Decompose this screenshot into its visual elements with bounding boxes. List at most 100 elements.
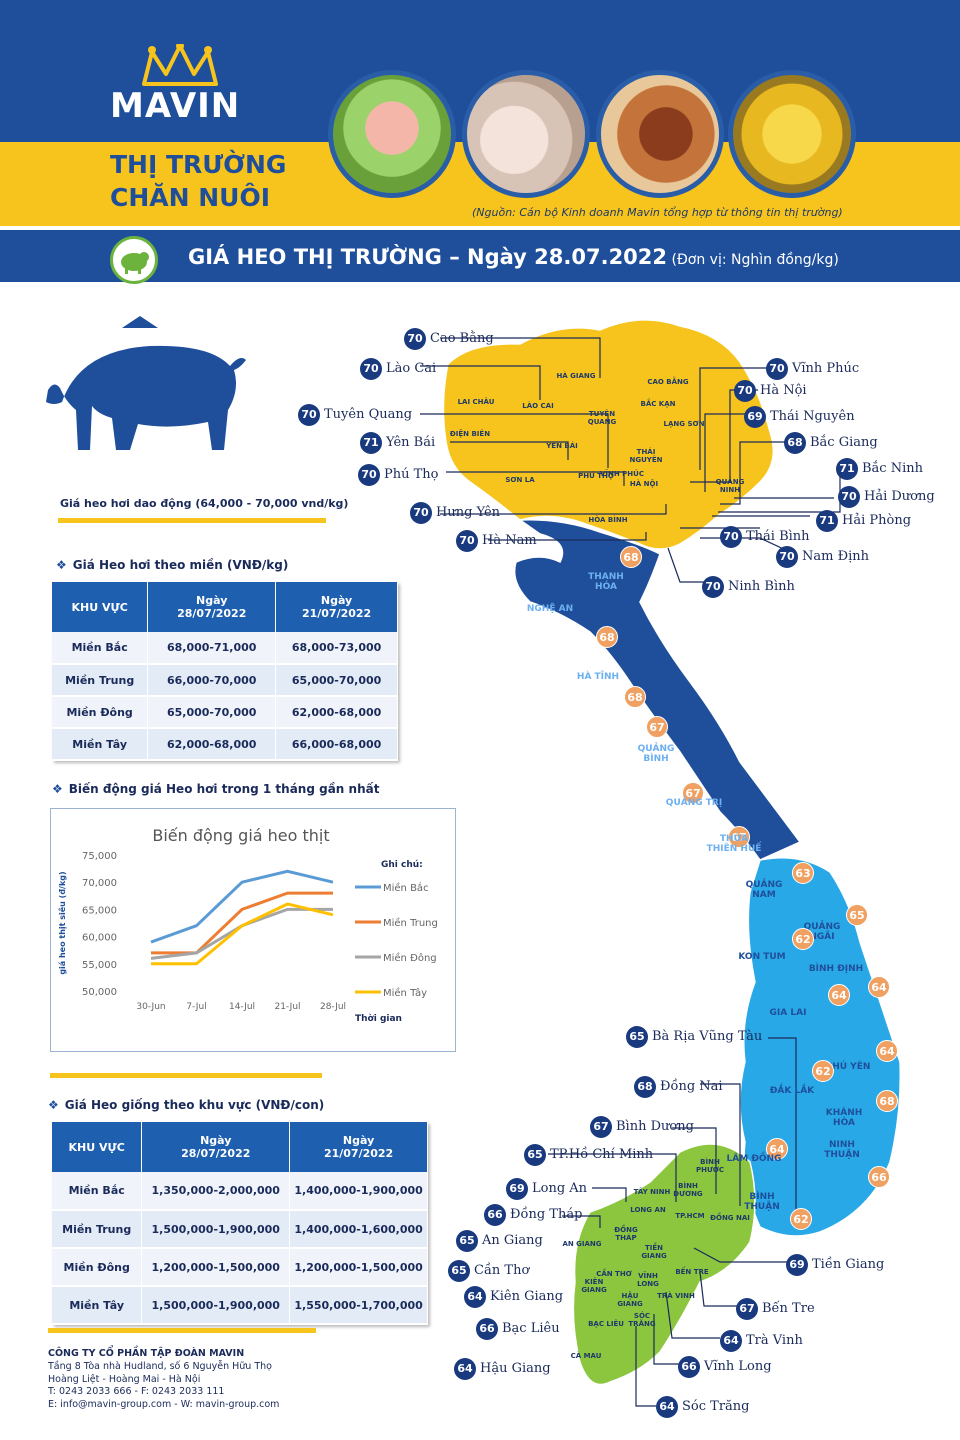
table-cell: 1,400,000-1,600,000 [289,1210,428,1249]
price-line-chart: Biến động giá heo thịt 75,000 70,000 65,000… [57,826,438,1024]
table-row: Miền Trung 66,000-70,000 65,000-70,000 [52,664,398,697]
province-label: HẬU GIANG [617,1292,643,1308]
province-name: Thái Nguyên [770,409,855,424]
central-price-pin: 67 [682,782,704,804]
table-cell: 1,500,000-1,900,000 [141,1286,291,1325]
table-row: Miền Tây 62,000-68,000 66,000-68,000 [52,728,398,761]
legend-label: Miền Đông [383,952,437,964]
legend-label: Miền Bắc [383,881,429,894]
province-label: KHÁNH HÒA [825,1108,863,1128]
central-price-pin: 68 [620,546,642,568]
province-label: LẠNG SƠN [663,420,705,428]
table-header: Ngày 21/07/2022 [289,1122,428,1172]
province-label: QUẢNG NGÃI [803,922,841,942]
province-label: HÀ TĨNH [576,672,620,682]
table-cell: 66,000-70,000 [147,664,277,697]
province-name: Cao Bằng [430,331,494,346]
table-cell: Miền Tây [52,1286,143,1325]
section-title-line1: THỊ TRƯỜNG [110,150,287,179]
province-label: QUẢNG TRỊ [665,798,723,808]
company-phone: T: 0243 2033 666 - F: 0243 2033 111 [48,1386,225,1398]
legend-title: Ghi chú: [381,860,423,870]
table-row: Miền Đông 65,000-70,000 62,000-68,000 [52,696,398,729]
province-label: ĐỒNG THÁP [614,1226,638,1242]
table-header: KHU VỰC [52,582,149,632]
table-header: Ngày 21/07/2022 [275,582,398,632]
central-price-pin: 68 [876,1090,898,1112]
central-price-pin: 62 [792,928,814,950]
table-row: Miền Đông 1,200,000-1,500,000 1,200,000-1,… [52,1248,428,1287]
photo-pigs [462,70,590,198]
table-cell: 1,200,000-1,500,000 [141,1248,291,1287]
crown-icon [142,44,218,86]
price-pin: 71 [836,458,858,480]
price-pin: 71 [360,432,382,454]
province-name: Long An [532,1181,588,1196]
province-label: HÀ GIANG [556,372,596,380]
price-pin: 68 [634,1076,656,1098]
table-cell: 1,550,000-1,700,000 [289,1286,428,1325]
table-cell: 65,000-70,000 [147,696,277,729]
province-name: Đồng Nai [660,1079,723,1094]
province-label: TP.HCM [675,1212,705,1220]
price-pin: 69 [786,1254,808,1276]
logo: MAVIN [110,86,241,126]
province-label: GIA LAI [769,1008,807,1018]
province-name: Hải Phòng [842,513,912,528]
table-cell: Miền Trung [52,664,149,697]
province-name: Sóc Trăng [682,1399,750,1414]
table-row: Miền Tây 1,500,000-1,900,000 1,550,000-1,7… [52,1286,428,1325]
chart-title: Biến động giá heo thịt [152,826,329,845]
central-price-pin: 64 [868,976,890,998]
price-pin: 70 [360,358,382,380]
table-cell: 1,350,000-2,000,000 [141,1172,291,1211]
pig-silhouette-icon [46,316,246,450]
company-web: E: info@mavin-group.com - W: mavin-group… [48,1399,280,1411]
price-pin: 65 [524,1144,546,1166]
table-cell: 62,000-68,000 [147,728,277,761]
company-district: Hoàng Liệt - Hoàng Mai - Hà Nội [48,1373,201,1385]
province-label: LÀO CAI [522,402,554,410]
series-line-1 [150,869,334,944]
province-name: Tiền Giang [812,1257,885,1272]
x-tick-label: 7-Jul [186,1002,206,1012]
province-label: KON TUM [738,952,786,962]
province-name: An Giang [482,1233,543,1248]
central-price-pin: 65 [846,904,868,926]
central-price-pin: 67 [728,826,750,848]
photo-chicken [596,70,724,198]
price-pin: 65 [456,1230,478,1252]
province-name: Cần Thơ [474,1263,530,1278]
province-label: CẦN THƠ [596,1270,632,1278]
central-price-pin: 66 [868,1166,890,1188]
province-label: TUYÊN QUANG [587,410,617,426]
y-tick-label: 75,000 [82,851,117,862]
province-label: ĐẮK LẮK [769,1086,815,1096]
banner-title: GIÁ HEO THỊ TRƯỜNG – Ngày 28.07.2022 (Đơ… [188,245,839,269]
y-tick-label: 55,000 [82,960,117,971]
x-tick-label: 14-Jul [229,1002,255,1012]
price-pin: 69 [744,406,766,428]
table-header: Ngày 28/07/2022 [141,1122,291,1172]
price-pin: 66 [476,1318,498,1340]
table-header: KHU VỰC [52,1122,143,1172]
company-address: Tầng 8 Tòa nhà Hudland, số 6 Nguyễn Hữu … [48,1360,272,1372]
table-cell: Miền Trung [52,1210,143,1249]
province-label: QUẢNG NINH [715,478,745,494]
price-pin: 67 [736,1298,758,1320]
breed-price-table: KHU VỰC Ngày 28/07/2022 Ngày 21/07/2022 Miề… [52,1122,428,1325]
price-pin: 64 [464,1286,486,1308]
price-pin: 70 [410,502,432,524]
table-cell: 62,000-68,000 [275,696,398,729]
section-title-line2: CHĂN NUÔI [110,183,271,212]
province-label: VĨNH LONG [637,1272,659,1288]
legend-label: Miền Tây [383,987,427,999]
title-banner: GIÁ HEO THỊ TRƯỜNG – Ngày 28.07.2022 (Đơ… [0,226,960,284]
province-name: Bà Rịa Vũng Tàu [652,1029,763,1044]
province-label: CÀ MAU [570,1352,602,1360]
divider [48,1328,316,1333]
price-pin: 65 [448,1260,470,1282]
legend-label: Miền Trung [383,917,438,929]
photo-piglet [328,70,456,198]
province-label: THỪA THIÊN HUẾ [706,834,762,854]
